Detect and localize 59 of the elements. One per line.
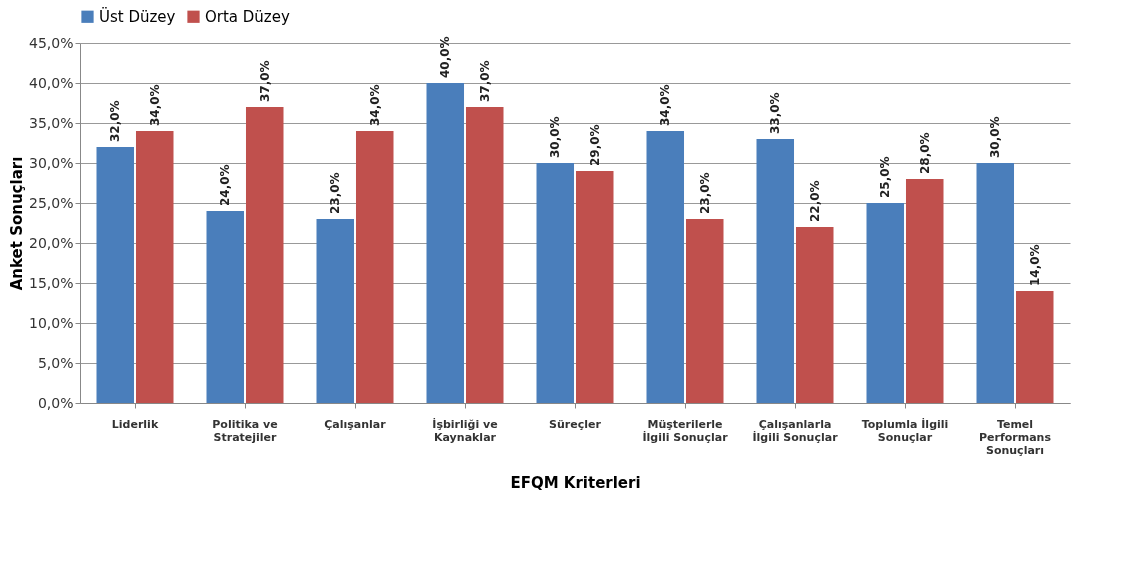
data-label: 34,0% — [658, 84, 673, 126]
bar — [685, 219, 724, 403]
data-label: 29,0% — [587, 124, 602, 166]
y-tick-label: 0,0% — [37, 394, 74, 411]
bar — [536, 163, 575, 403]
data-label: 33,0% — [768, 92, 783, 134]
data-label: 28,0% — [917, 132, 932, 174]
bar — [756, 139, 795, 403]
data-label: 30,0% — [988, 116, 1003, 158]
bar — [976, 163, 1015, 403]
bar — [465, 107, 504, 403]
data-label: 37,0% — [477, 60, 492, 102]
bar — [795, 227, 834, 403]
bar — [575, 171, 614, 403]
y-axis-title: Anket Sonuçları — [8, 156, 27, 291]
x-tick-label: Politika ve Stratejiler — [212, 417, 278, 444]
data-label: 24,0% — [218, 164, 233, 206]
bar — [426, 83, 465, 403]
bar — [316, 219, 355, 403]
x-tick-label: Liderlik — [111, 417, 159, 431]
data-label: 32,0% — [108, 100, 123, 142]
data-label: 34,0% — [367, 84, 382, 126]
y-tick-label: 20,0% — [29, 234, 74, 251]
data-label: 23,0% — [328, 172, 343, 214]
y-tick-label: 45,0% — [29, 34, 74, 51]
bar — [905, 179, 944, 403]
data-label: 22,0% — [807, 180, 822, 222]
x-tick-label: Müşterilerle İlgili Sonuçlar — [642, 417, 729, 444]
legend-label: Üst Düzey — [99, 6, 176, 26]
data-label: 14,0% — [1027, 244, 1042, 286]
data-label: 40,0% — [438, 36, 453, 78]
bar — [355, 131, 394, 403]
legend-label: Orta Düzey — [205, 7, 290, 26]
y-tick-label: 30,0% — [29, 154, 74, 171]
x-axis-title: EFQM Kriterleri — [510, 473, 641, 492]
y-tick-label: 25,0% — [29, 194, 74, 211]
y-tick-label: 15,0% — [29, 274, 74, 291]
bar — [206, 211, 245, 403]
data-label: 23,0% — [697, 172, 712, 214]
y-tick-label: 35,0% — [29, 114, 74, 131]
bar — [1015, 291, 1054, 403]
y-tick-label: 5,0% — [37, 354, 74, 371]
data-label: 30,0% — [548, 116, 563, 158]
bar — [135, 131, 174, 403]
bar — [866, 203, 905, 403]
y-tick-label: 10,0% — [29, 314, 74, 331]
bar — [245, 107, 284, 403]
data-label: 37,0% — [257, 60, 272, 102]
x-tick-label: Çalışanlarla İlgili Sonuçlar — [752, 417, 839, 444]
data-label: 34,0% — [147, 84, 162, 126]
x-tick-label: Çalışanlar — [324, 417, 387, 431]
bar — [646, 131, 685, 403]
x-tick-label: İşbirliği ve Kaynaklar — [432, 416, 498, 444]
data-label: 25,0% — [878, 156, 893, 198]
y-tick-label: 40,0% — [29, 74, 74, 91]
x-tick-label: Süreçler — [549, 417, 602, 431]
x-tick-label: Temel Performans Sonuçları — [979, 417, 1052, 457]
bar — [96, 147, 135, 403]
x-tick-label: Toplumla İlgili Sonuçlar — [861, 416, 949, 444]
